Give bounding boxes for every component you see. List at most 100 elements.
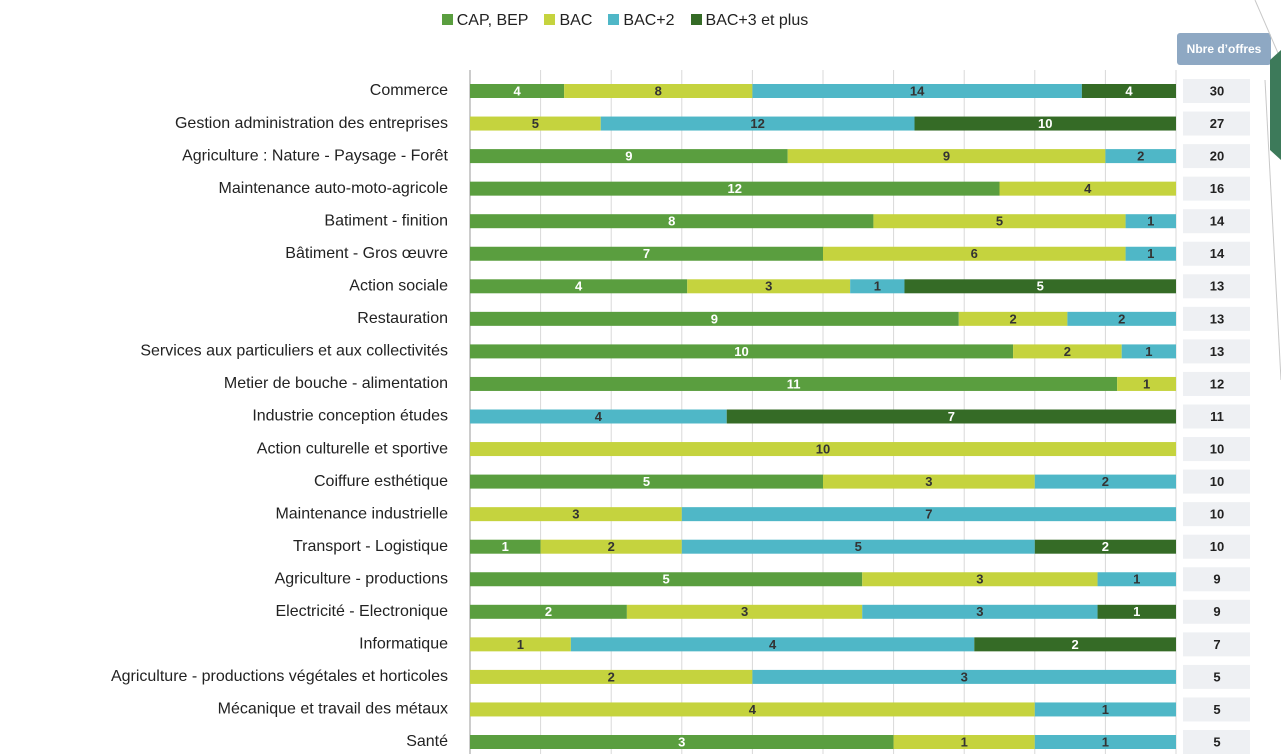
segment-label: 4 [575, 279, 583, 294]
category-label: Maintenance auto-moto-agricole [219, 180, 449, 197]
bar-segment [470, 311, 959, 326]
total-value: 14 [1210, 246, 1225, 261]
decor-line [1264, 79, 1281, 381]
segment-label: 5 [855, 539, 862, 554]
total-cell [1183, 274, 1250, 299]
bar-segment [470, 84, 565, 98]
segment-label: 1 [874, 279, 881, 294]
total-cell [1183, 241, 1250, 266]
bar-segment [470, 279, 688, 294]
legend-item: BAC [544, 12, 592, 30]
segment-label: 1 [1147, 246, 1154, 261]
segment-label: 2 [608, 539, 615, 554]
segment-label: 3 [976, 604, 983, 619]
category-label: Services aux particuliers et aux collect… [140, 343, 448, 360]
segment-label: 1 [1102, 702, 1109, 717]
bar-segment [1117, 376, 1176, 391]
segment-label: 7 [643, 246, 650, 261]
segment-label: 5 [643, 474, 650, 489]
category-label: Santé [406, 733, 448, 750]
total-value: 7 [1213, 637, 1220, 652]
segment-label: 3 [961, 669, 968, 684]
bar-segment [687, 279, 851, 294]
segment-label: 8 [655, 83, 662, 98]
category-label: Agriculture - productions végétales et h… [111, 668, 448, 685]
bar-segment [1034, 702, 1176, 717]
bar-segment [626, 604, 863, 619]
segment-label: 2 [1064, 344, 1071, 359]
total-value: 27 [1210, 116, 1224, 131]
total-cell [1183, 306, 1250, 331]
segment-label: 5 [662, 572, 669, 587]
segment-label: 2 [1009, 311, 1016, 326]
bar-segment [470, 637, 571, 652]
bar-segment [1034, 539, 1176, 554]
legend-swatch [690, 14, 702, 25]
segment-label: 11 [787, 376, 801, 391]
total-cell [1183, 632, 1250, 657]
bar-segment [752, 84, 1082, 98]
bar-segment [470, 376, 1118, 391]
bar-segment [1034, 735, 1176, 749]
category-label: Mécanique et travail des métaux [218, 701, 448, 718]
bar-segment [470, 669, 753, 684]
total-value: 20 [1210, 149, 1224, 164]
category-label: Metier de bouche - alimentation [224, 375, 448, 392]
total-cell [1183, 339, 1250, 364]
segment-label: 1 [1133, 604, 1140, 619]
segment-label: 9 [943, 149, 950, 164]
segment-label: 4 [513, 83, 521, 98]
total-value: 16 [1210, 181, 1224, 196]
category-label: Industrie conception études [252, 408, 448, 425]
total-cell [1183, 79, 1250, 103]
category-label: Maintenance industrielle [275, 505, 448, 522]
segment-label: 5 [996, 214, 1003, 229]
segment-label: 1 [1102, 734, 1109, 749]
bar-segment [470, 735, 894, 749]
segment-label: 7 [925, 507, 932, 522]
decor-shape [1270, 50, 1281, 160]
bar-segment [570, 637, 975, 652]
bar-segment [914, 116, 1176, 131]
segment-label: 12 [750, 116, 764, 131]
category-label: Coiffure esthétique [314, 473, 448, 490]
total-value: 5 [1213, 702, 1220, 717]
category-label: Commerce [370, 82, 448, 99]
bar-segment [1121, 344, 1176, 359]
segment-label: 9 [711, 311, 718, 326]
bar-segment [1105, 149, 1176, 164]
bar-segment [470, 474, 823, 489]
category-label: Restauration [357, 310, 448, 327]
bar-segment [564, 84, 753, 98]
segment-label: 10 [816, 441, 830, 456]
segment-label: 10 [1038, 116, 1052, 131]
bar-segment [540, 539, 682, 554]
total-value: 9 [1213, 572, 1220, 587]
legend-label: BAC [559, 12, 593, 29]
decor-line [1254, 0, 1281, 61]
total-cell [1183, 469, 1250, 494]
bar-segment [470, 149, 788, 164]
segment-label: 14 [910, 83, 925, 98]
total-cell [1183, 437, 1250, 462]
total-cell [1183, 534, 1250, 559]
segment-label: 2 [1102, 539, 1109, 554]
category-label: Agriculture - productions [275, 570, 448, 587]
bar-segment [470, 344, 1014, 359]
bar-segment [470, 539, 541, 554]
segment-label: 3 [765, 279, 772, 294]
bar-segment [893, 735, 1035, 749]
legend-swatch [441, 14, 453, 25]
segment-label: 3 [976, 572, 983, 587]
segment-label: 1 [1143, 376, 1150, 391]
segment-label: 3 [925, 474, 932, 489]
bar-segment [470, 702, 1035, 717]
bar-segment [862, 604, 1098, 619]
total-cell [1183, 209, 1250, 234]
bar-segment [999, 181, 1176, 196]
segment-label: 8 [668, 214, 675, 229]
total-value: 12 [1210, 376, 1224, 391]
total-cell [1183, 599, 1250, 624]
total-value: 14 [1210, 214, 1225, 229]
